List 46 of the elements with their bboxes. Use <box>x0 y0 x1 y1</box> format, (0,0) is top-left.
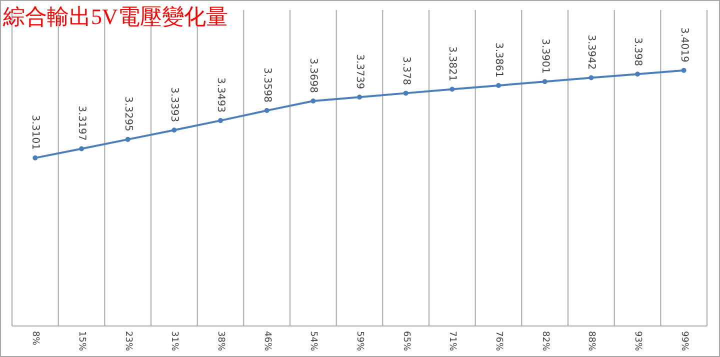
x-tick-label: 99% <box>678 331 689 352</box>
point <box>450 86 455 92</box>
x-tick-label: 71% <box>447 331 458 352</box>
x-tick-label: 59% <box>354 331 364 352</box>
data-label: 3.3942 <box>586 34 597 70</box>
data-label: 3.3861 <box>493 42 504 78</box>
point <box>310 98 316 104</box>
data-label: 3.3698 <box>308 58 319 94</box>
data-label: 3.378 <box>400 56 412 86</box>
x-tick-label: 54% <box>308 331 318 352</box>
data-label: 3.3598 <box>261 68 272 103</box>
data-label: 3.3197 <box>76 106 87 141</box>
x-tick-label: 23% <box>122 331 133 352</box>
x-tick-label: 65% <box>400 331 411 352</box>
data-label: 3.4019 <box>678 27 690 62</box>
data-label: 3.3101 <box>30 114 41 150</box>
data-label: 3.3393 <box>168 87 180 122</box>
x-tick-label: 82% <box>540 331 550 352</box>
x-tick-label: 8% <box>30 331 40 346</box>
point <box>542 79 548 84</box>
x-tick-label: 93% <box>632 331 642 352</box>
x-tick-label: 88% <box>586 331 596 352</box>
x-tick-label: 15% <box>76 331 86 352</box>
point <box>218 118 223 124</box>
data-label: 3.3821 <box>446 46 458 82</box>
point <box>496 82 501 88</box>
point <box>357 94 362 100</box>
point <box>588 75 594 80</box>
point <box>681 68 686 73</box>
point <box>79 146 84 152</box>
data-label: 3.3295 <box>122 96 134 132</box>
point <box>403 90 408 96</box>
point <box>635 72 640 77</box>
point <box>125 136 130 142</box>
chart-title: 綜合輸出5V電壓變化量 <box>2 4 228 29</box>
x-tick-label: 76% <box>494 331 504 352</box>
data-label: 3.398 <box>632 37 643 66</box>
x-tick-label: 38% <box>216 331 226 352</box>
point <box>264 108 270 114</box>
x-tick-label: 31% <box>169 331 180 352</box>
point <box>32 155 38 160</box>
data-label: 3.3739 <box>354 54 365 90</box>
point <box>172 128 177 133</box>
data-label: 3.3493 <box>215 78 226 113</box>
x-tick-label: 46% <box>262 331 272 352</box>
data-label: 3.3901 <box>539 38 550 74</box>
